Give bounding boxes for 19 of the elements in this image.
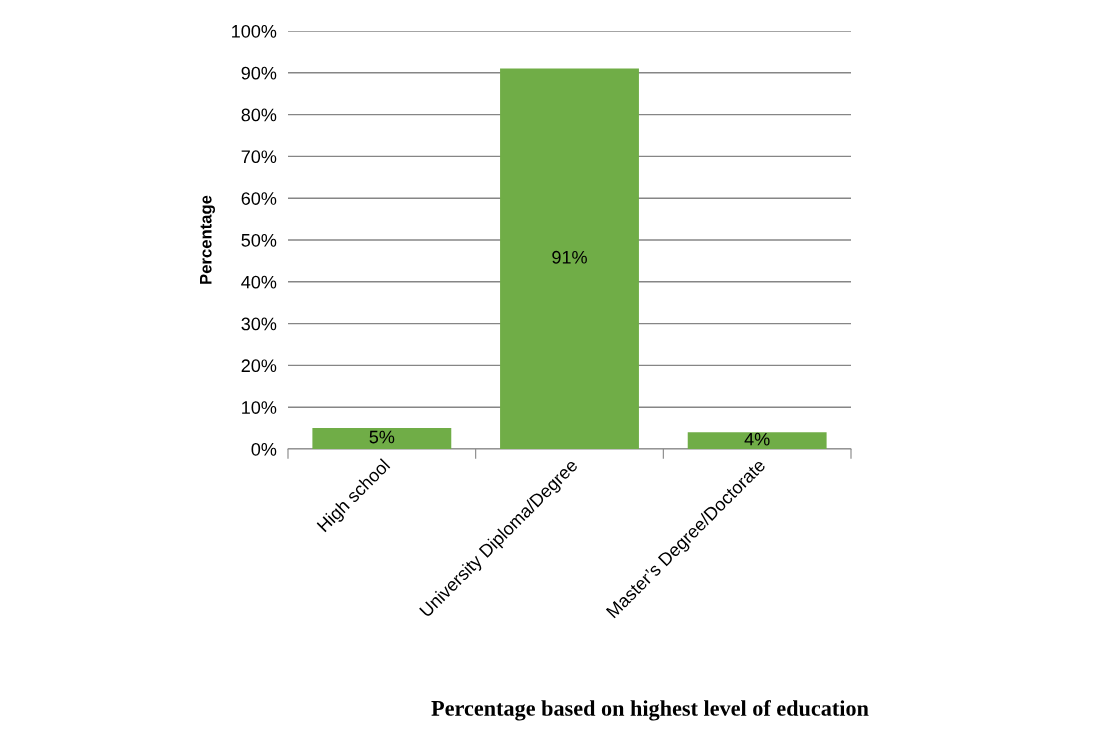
data-label: 5% [369,430,395,444]
y-tick-label: 50% [241,233,277,247]
y-tick-label: 0% [251,442,277,456]
y-tick-label: 20% [241,359,277,373]
y-tick-label: 90% [241,66,277,80]
y-tick-label: 40% [241,275,277,289]
data-label: 91% [552,250,587,264]
y-axis-title: Percentage [200,195,215,284]
bar [312,428,452,449]
y-tick-label: 70% [241,150,277,164]
bar [500,68,639,449]
bar [687,432,827,449]
y-tick-label: 60% [241,192,277,205]
y-tick-label: 10% [242,401,277,414]
y-tick-label: 30% [241,317,277,331]
y-tick-label: 100% [232,24,277,38]
y-tick-label: 80% [241,108,277,122]
x-axis-title: Percentage based on highest level of education [431,700,869,721]
data-label: 4% [744,432,770,446]
